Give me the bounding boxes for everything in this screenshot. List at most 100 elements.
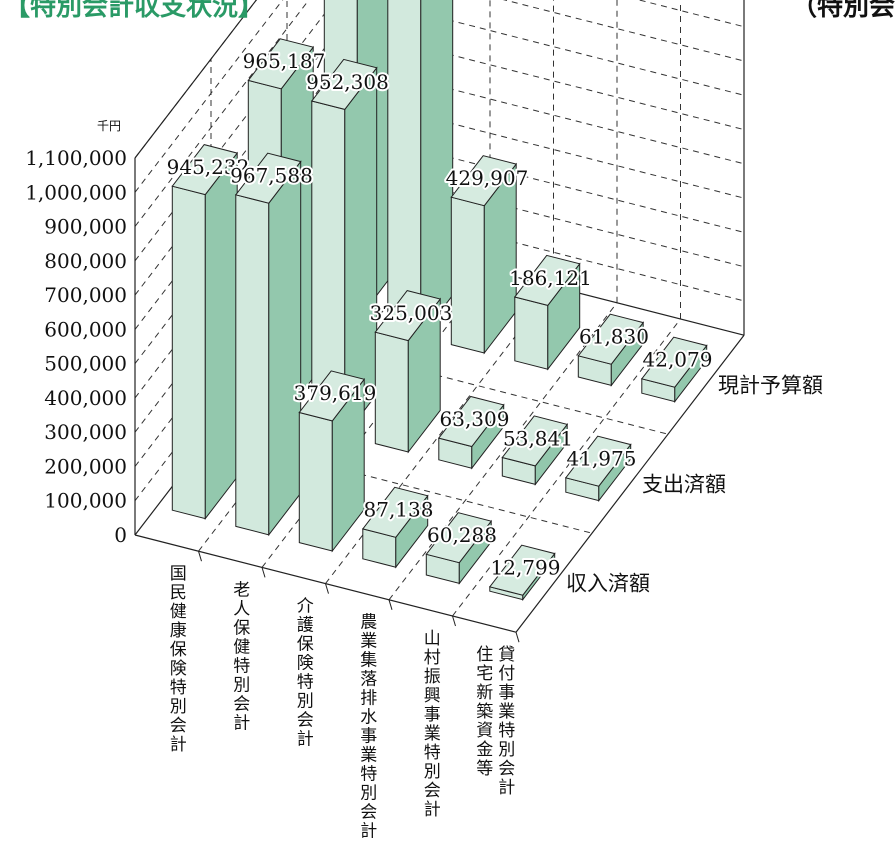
category-label-char: 保 (170, 640, 188, 660)
category-label-char: 資 (476, 721, 494, 741)
y-tick-label: 1,000,000 (25, 180, 127, 204)
bar-front-face (387, 0, 422, 338)
y-tick-label: 600,000 (44, 317, 127, 341)
chart-title-right: （特別会 (790, 0, 895, 22)
bar-side-face (420, 0, 454, 339)
bar-top-face (577, 313, 645, 365)
category-label-char: 険 (170, 659, 188, 679)
category-label-char: 別 (360, 784, 378, 804)
bar (298, 370, 366, 553)
category-label-char: 山 (424, 629, 442, 649)
bar-front-face (514, 296, 549, 370)
chart-title-left: 【特別会計収支状況】 (4, 0, 265, 22)
category-label-char: 特 (360, 765, 378, 785)
category-tick (452, 615, 456, 627)
category-label-char: 特 (233, 656, 251, 676)
category-label-char: 会 (360, 803, 378, 823)
bar-front-face (450, 196, 485, 354)
category-label-char: 健 (233, 637, 251, 657)
category-label-char: 老 (233, 580, 251, 600)
series-label: 収入済額 (566, 572, 650, 596)
category-label-char: 会 (233, 694, 251, 714)
category-label-char: 会 (170, 716, 188, 736)
category-label: 老人保健特別会計 (233, 580, 251, 733)
category-label-char: 計 (297, 730, 315, 750)
category-label-char: 興 (424, 686, 442, 706)
category-label-char: 事 (498, 683, 516, 703)
category-label-char: 会 (424, 781, 442, 801)
category-label: 山村振興事業特別会計 (424, 629, 442, 820)
category-label: 住宅新築資金等 (476, 645, 494, 779)
bar (425, 512, 493, 585)
bar-value-label: 53,841 (503, 426, 573, 450)
category-label-char: 貸 (498, 645, 516, 665)
bar (234, 152, 302, 537)
category-label-char: 等 (476, 759, 494, 779)
category-label-char: 業 (360, 746, 378, 766)
category-label-char: 別 (498, 740, 516, 760)
bar-side-face (268, 160, 302, 537)
bar-top-face (247, 38, 315, 90)
bar-value-label: 61,830 (579, 325, 649, 349)
category-tick (198, 551, 202, 562)
category-tick (515, 632, 520, 643)
bar-value-label: 186,121 (509, 266, 592, 290)
y-tick-label: 500,000 (44, 352, 127, 376)
bar-value-label: 87,138 (364, 498, 434, 522)
category-label: 貸付事業特別会計 (498, 645, 516, 798)
category-label-char: 計 (424, 800, 442, 820)
category-label-char: 民 (170, 583, 188, 603)
category-label-char: 保 (233, 618, 251, 638)
y-tick-label: 400,000 (44, 386, 127, 410)
bar-value-label: 429,907 (446, 166, 529, 190)
category-label: 農業集落排水事業特別会計 (360, 613, 378, 842)
bar-value-label: 60,288 (427, 523, 497, 547)
bar-top-face (501, 415, 569, 467)
category-label-char: 別 (233, 675, 251, 695)
bar-value-label: 42,079 (643, 348, 713, 372)
category-label-char: 業 (498, 702, 516, 722)
bar-value-label: 967,588 (230, 164, 313, 188)
y-tick-label: 0 (114, 523, 127, 547)
category-label-char: 康 (170, 621, 188, 641)
bar (437, 395, 505, 470)
category-label-char: 険 (297, 654, 315, 674)
bar-front-face (235, 194, 270, 536)
category-label-char: 新 (476, 683, 494, 703)
category-label-char: 健 (170, 602, 188, 622)
category-label-char: 振 (424, 667, 442, 687)
category-label: 介護保険特別会計 (297, 597, 315, 750)
category-label-char: 業 (360, 632, 378, 652)
bar-top-face (171, 144, 239, 196)
category-label-char: 事 (424, 705, 442, 725)
bar (564, 435, 632, 503)
category-label-char: 計 (233, 713, 251, 733)
chart-value-labels: 1,037,4431,002,473429,907186,12161,83042… (165, 47, 715, 581)
category-tick (325, 583, 329, 594)
bar-front-face (374, 331, 409, 453)
bar-value-label: 379,619 (294, 381, 377, 405)
bar (374, 290, 442, 454)
category-label-char: 集 (360, 651, 378, 671)
category-label-char: 計 (170, 735, 188, 755)
y-tick-label: 300,000 (44, 420, 127, 444)
bar (450, 155, 518, 355)
bar-top-face (374, 290, 442, 342)
chart-bars (171, 0, 708, 602)
y-tick-label: 800,000 (44, 249, 127, 273)
category-label-char: 住 (476, 645, 494, 665)
bar-value-label: 63,309 (440, 407, 510, 431)
series-label: 現計予算額 (718, 374, 823, 398)
category-label-char: 計 (498, 778, 516, 798)
bar-top-face (437, 395, 505, 448)
category-label-char: 特 (170, 678, 188, 698)
bar-front-face (298, 411, 333, 552)
bar (361, 486, 429, 569)
category-label-char: 別 (170, 697, 188, 717)
y-tick-label: 700,000 (44, 283, 127, 307)
bar-value-label: 41,975 (567, 447, 637, 471)
category-tick (261, 567, 266, 578)
axis-line (134, 0, 258, 159)
y-tick-label: 1,100,000 (25, 146, 127, 170)
